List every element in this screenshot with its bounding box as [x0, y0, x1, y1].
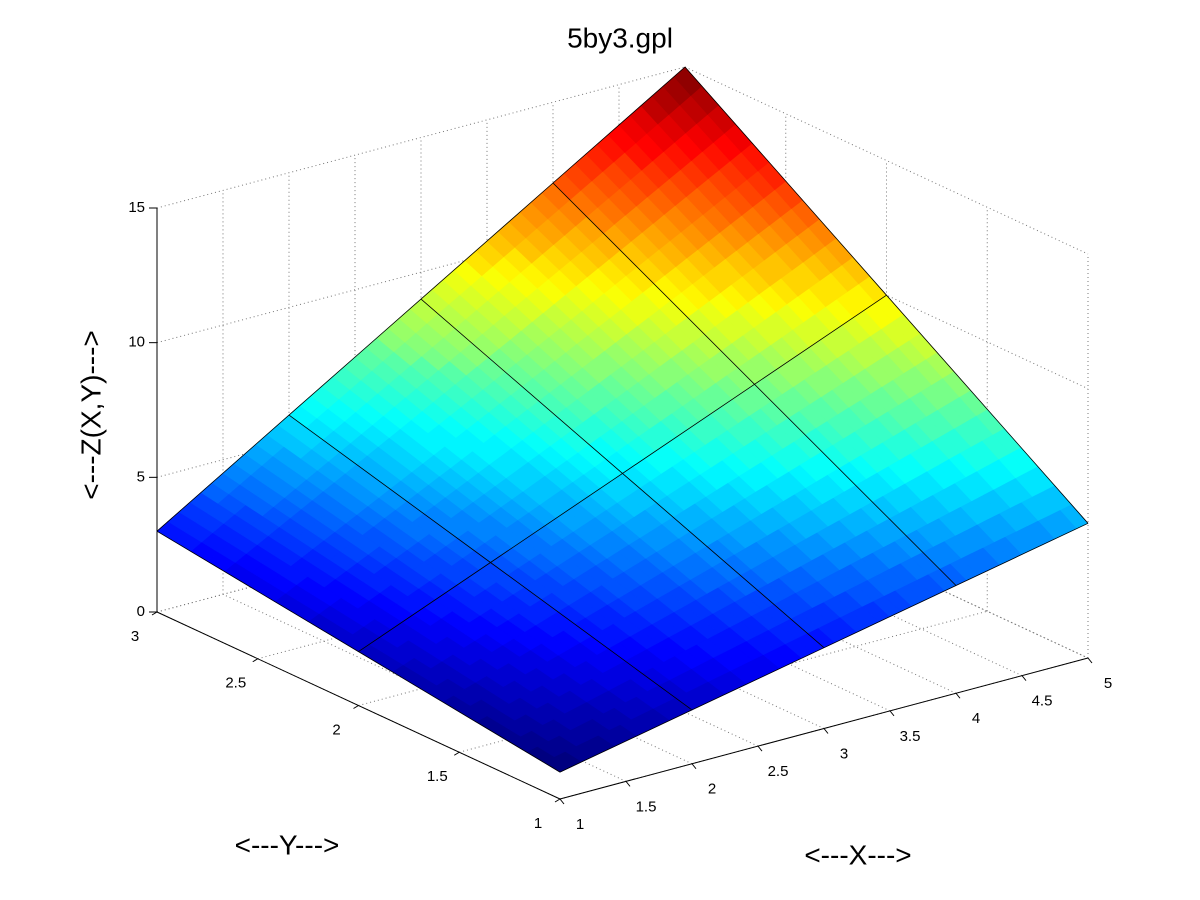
x-tick-label: 4.5 [1032, 693, 1053, 710]
mesh-line [156, 530, 561, 773]
y-tick-label: 2 [332, 721, 340, 738]
y-tick [453, 751, 460, 756]
z-tick-label: 0 [137, 603, 145, 620]
x-axis-label: <---X---> [804, 839, 911, 870]
x-tick [1087, 657, 1093, 664]
y-tick [353, 705, 359, 709]
x-tick-label: 1.5 [636, 798, 657, 815]
x-tick-label: 1 [576, 816, 584, 833]
x-tick [559, 798, 565, 805]
x-tick [757, 745, 763, 752]
mesh-line [288, 414, 693, 711]
x-tick [955, 692, 961, 699]
x-tick [823, 728, 829, 734]
y-tick [554, 798, 561, 803]
x-tick-label: 2 [708, 781, 716, 798]
z-tick-label: 15 [128, 199, 145, 216]
y-axis-label: <---Y---> [235, 829, 340, 860]
x-tick-label: 2.5 [768, 763, 789, 780]
z-tick-label: 10 [128, 334, 145, 351]
x-tick-label: 5 [1104, 675, 1112, 692]
y-tick-label: 1 [534, 815, 542, 832]
x-tick-label: 4 [972, 710, 980, 727]
x-tick [625, 781, 631, 787]
mesh-line [684, 66, 1089, 524]
z-axis-label: <---Z(X,Y)---> [75, 330, 106, 500]
y-tick-label: 2.5 [225, 675, 246, 692]
z-tick-label: 5 [137, 468, 145, 485]
x-tick [691, 763, 697, 770]
x-tick-label: 3 [840, 745, 848, 762]
x-tick-label: 3.5 [900, 728, 921, 745]
mesh-line [552, 182, 957, 586]
x-tick [889, 710, 895, 717]
y-tick-label: 3 [131, 628, 139, 645]
y-tick [252, 658, 259, 663]
y-tick-label: 1.5 [427, 768, 448, 785]
mesh-line [420, 298, 825, 649]
chart-title: 5by3.gpl [567, 22, 673, 53]
x-tick [1021, 675, 1027, 681]
